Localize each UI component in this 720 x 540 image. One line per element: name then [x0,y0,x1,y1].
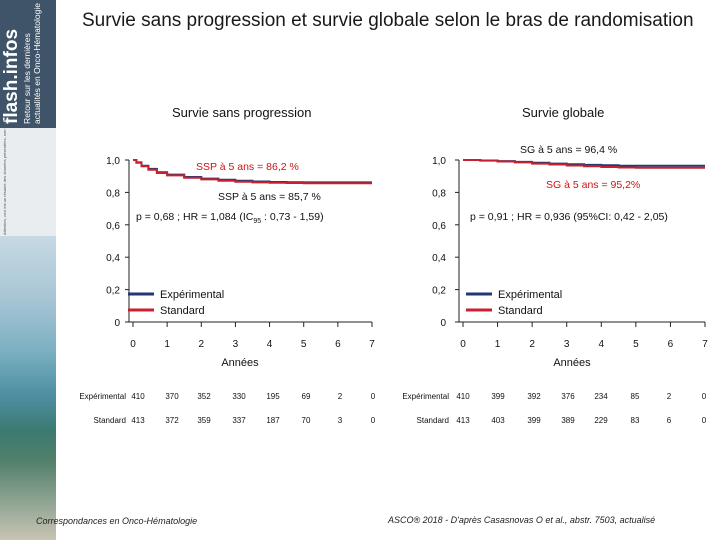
chart-1-risk-cell-1-0: 413 [456,416,470,425]
chart-1-risk-cell-0-6: 2 [667,392,672,401]
chart-1-annotation-1: SG à 5 ans = 95,2% [546,179,640,191]
chart-0-risk-cell-1-1: 372 [165,416,179,425]
chart-0-annotation-1: SSP à 5 ans = 85,7 % [218,191,321,203]
chart-0-risk-cell-0-6: 2 [338,392,343,401]
chart-1-risk-row-label-1: Standard [417,416,449,425]
chart-1-y-tick-label-1: 0,2 [432,286,446,297]
chart-1-x-tick-label-0: 0 [460,339,466,350]
chart-0-risk-cell-1-3: 337 [232,416,246,425]
chart-0-x-tick-label-2: 2 [199,339,205,350]
chart-0-risk-row-label-1: Standard [94,416,126,425]
chart-1-annotation-0: SG à 5 ans = 96,4 % [520,144,617,156]
chart-1-x-tick-label-2: 2 [529,339,535,350]
chart-1-risk-cell-0-3: 376 [561,392,575,401]
chart-1-series-standard-line [463,159,705,169]
chart-1-risk-cell-0-2: 392 [527,392,541,401]
sidebar: flash.infos Retour sur les dernières act… [0,0,56,540]
chart-0-annotation-0: SSP à 5 ans = 86,2 % [196,161,299,173]
chart-1-y-tick-label-0: 0 [440,318,446,329]
chart-0-y-tick-label-3: 0,6 [106,221,120,232]
chart-1-legend-label-0: Expérimental [498,289,562,301]
chart-0-risk-cell-0-7: 0 [371,392,376,401]
chart-1-risk-cell-0-1: 399 [491,392,505,401]
chart-1-x-tick-label-5: 5 [633,339,639,350]
chart-1-risk-cell-1-1: 403 [491,416,505,425]
chart-0-risk-cell-1-0: 413 [131,416,145,425]
chart-0-y-tick-label-0: 0 [114,318,120,329]
chart-1-x-axis-label: Années [553,357,591,369]
chart-0-risk-cell-1-7: 0 [371,416,376,425]
chart-1-risk-cell-0-4: 234 [594,392,608,401]
chart-0-x-tick-label-0: 0 [130,339,136,350]
chart-0-risk-row-label-0: Expérimental [79,392,126,401]
chart-0-risk-cell-0-4: 195 [266,392,280,401]
chart-0-x-tick-label-5: 5 [301,339,307,350]
chart-0-risk-cell-0-0: 410 [131,392,145,401]
chart-0-x-tick-label-3: 3 [233,339,239,350]
chart-0-legend-label-1: Standard [160,305,205,317]
chart-0-risk-cell-0-2: 352 [197,392,211,401]
chart-1-x-tick-label-4: 4 [599,339,605,350]
footer-citation: ASCO® 2018 - D'après Casasnovas O et al.… [388,515,656,525]
chart-1-y-tick-label-2: 0,4 [432,253,446,264]
chart-0-x-axis-label: Années [221,357,259,369]
chart-0-series-standard-line [133,159,372,185]
chart-1-risk-cell-0-7: 0 [702,392,707,401]
chart-1-risk-cell-1-7: 0 [702,416,707,425]
chart-0-x-tick-label-6: 6 [335,339,341,350]
chart-1-risk-row-label-0: Expérimental [402,392,449,401]
chart-0-x-tick-label-4: 4 [267,339,273,350]
chart-1-risk-cell-1-5: 83 [631,416,640,425]
brand-panel [0,0,56,128]
page-title: Survie sans progression et survie global… [82,10,694,31]
chart-0-x-tick-label-1: 1 [164,339,170,350]
chart-0-annotation-2: p = 0,68 ; HR = 1,084 (IC95 : 0,73 - 1,5… [136,211,324,225]
chart-1-x-tick-label-3: 3 [564,339,570,350]
chart-title-right: Survie globale [522,105,605,120]
chart-0-legend-label-0: Expérimental [160,289,224,301]
chart-1-y-tick-label-4: 0,8 [432,188,446,199]
chart-0-y-tick-label-4: 0,8 [106,188,120,199]
chart-1-x-tick-label-7: 7 [702,339,708,350]
chart-0-risk-cell-1-5: 70 [302,416,311,425]
chart-1-x-tick-label-6: 6 [668,339,674,350]
sidebar-photo [0,236,56,540]
chart-1-risk-cell-0-5: 85 [631,392,640,401]
chart-1-annotation-2: p = 0,91 ; HR = 0,936 (95%CI: 0,42 - 2,0… [470,211,668,223]
chart-0-risk-cell-1-6: 3 [338,416,343,425]
chart-0-risk-cell-0-1: 370 [165,392,179,401]
footer-source-left: Correspondances en Onco-Hématologie [36,516,198,526]
chart-1-risk-cell-1-4: 229 [594,416,608,425]
chart-0-y-tick-label-5: 1,0 [106,156,120,167]
chart-0-risk-cell-0-5: 69 [302,392,311,401]
chart-title-left: Survie sans progression [172,105,312,120]
chart-0-risk-cell-1-4: 187 [266,416,280,425]
chart-1-legend-label-1: Standard [498,305,543,317]
chart-1-risk-cell-1-2: 399 [527,416,541,425]
chart-0-risk-cell-1-2: 359 [197,416,211,425]
chart-1-risk-cell-1-3: 389 [561,416,575,425]
chart-0-y-tick-label-1: 0,2 [106,286,120,297]
chart-0-y-tick-label-2: 0,4 [106,253,120,264]
chart-1-y-tick-label-3: 0,6 [432,221,446,232]
chart-1-risk-cell-0-0: 410 [456,392,470,401]
chart-1-risk-cell-1-6: 6 [667,416,672,425]
chart-1-y-tick-label-5: 1,0 [432,156,446,167]
chart-1-x-tick-label-1: 1 [495,339,501,350]
chart-0-x-tick-label-7: 7 [369,339,375,350]
chart-0-risk-cell-0-3: 330 [232,392,246,401]
